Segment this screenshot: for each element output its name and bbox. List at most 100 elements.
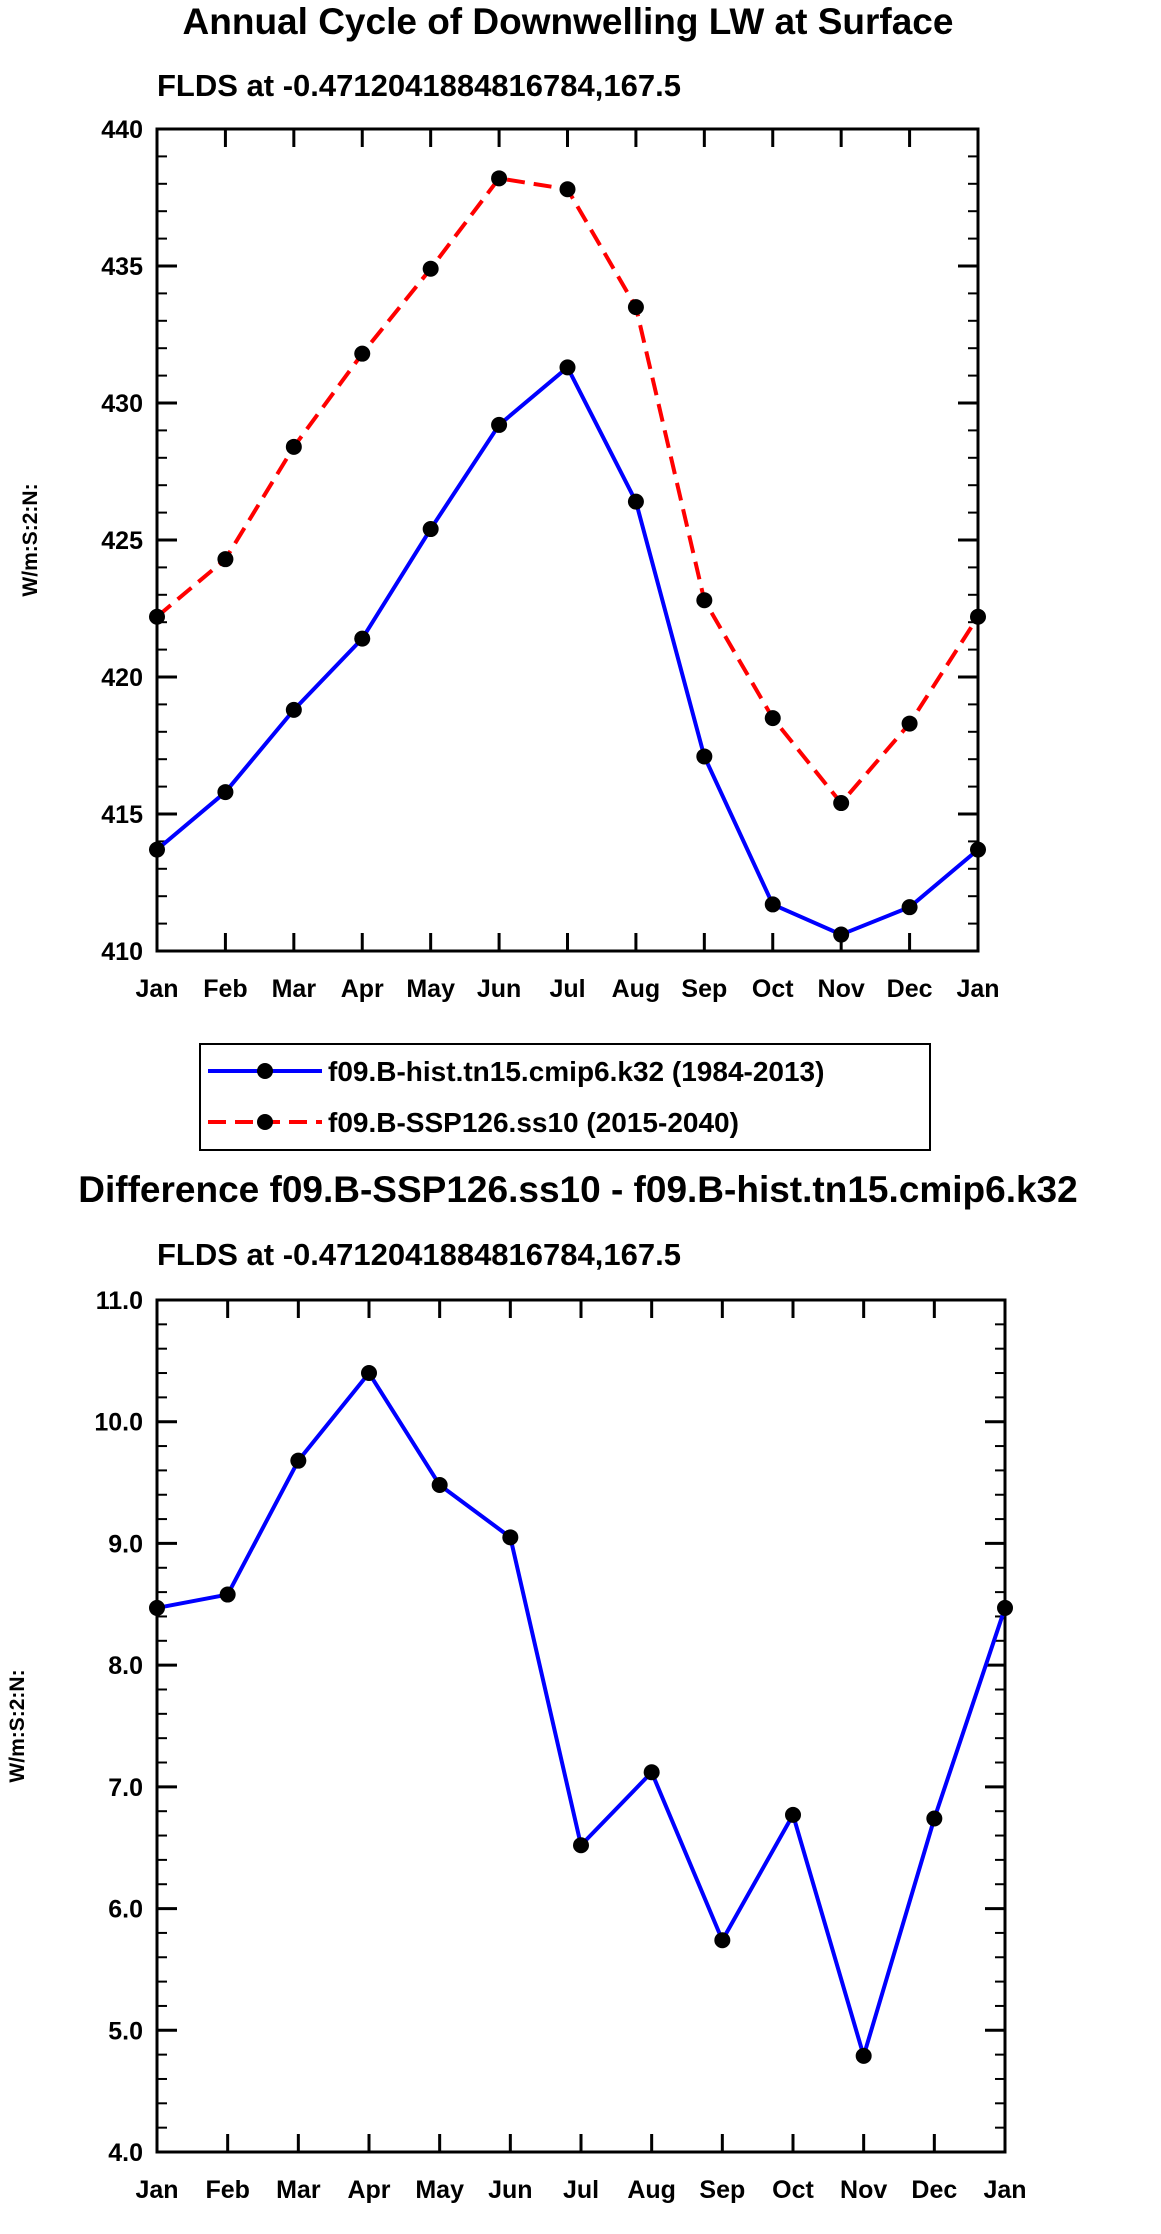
x-tick-label: Jan <box>135 975 178 1003</box>
y-tick-label: 5.0 <box>108 2017 143 2045</box>
x-tick-label: Nov <box>818 975 865 1003</box>
data-point <box>422 260 439 277</box>
data-point <box>290 1452 307 1469</box>
plot-frame <box>155 1298 1007 2154</box>
data-point <box>431 1477 448 1494</box>
data-point <box>491 170 508 187</box>
x-tick-label: Nov <box>840 2176 887 2204</box>
x-tick-label: Dec <box>911 2176 957 2204</box>
data-point <box>627 493 644 510</box>
chart-subtitle: FLDS at -0.4712041884816784,167.5 <box>157 1237 681 1272</box>
chart-title: Annual Cycle of Downwelling LW at Surfac… <box>183 1 954 42</box>
y-tick-label: 8.0 <box>108 1652 143 1680</box>
legend-marker <box>257 1063 273 1079</box>
data-point <box>502 1529 519 1546</box>
data-point <box>149 1599 165 1616</box>
data-point <box>643 1764 660 1781</box>
data-point <box>559 181 576 198</box>
y-tick-label: 415 <box>101 801 143 829</box>
data-point <box>354 630 371 647</box>
data-point <box>422 521 439 538</box>
chart-subtitle: FLDS at -0.4712041884816784,167.5 <box>157 68 681 103</box>
data-point <box>696 592 713 609</box>
x-tick-label: Jan <box>983 2176 1026 2204</box>
x-tick-label: Mar <box>272 975 317 1003</box>
x-tick-label: Oct <box>772 2176 814 2204</box>
legend-label-2: f09.B-SSP126.ss10 (2015-2040) <box>328 1107 739 1138</box>
x-tick-label: Sep <box>699 2176 745 2204</box>
x-tick-label: Feb <box>205 2176 249 2204</box>
x-tick-label: Jan <box>956 975 999 1003</box>
y-axis-label: W/m:S:2:N: <box>6 1669 29 1782</box>
legend: f09.B-hist.tn15.cmip6.k32 (1984-2013) f09… <box>199 1043 931 1151</box>
data-point <box>627 299 644 316</box>
y-tick-label: 10.0 <box>94 1409 143 1437</box>
data-point <box>696 748 713 765</box>
y-tick-label: 420 <box>101 664 143 692</box>
y-tick-label: 410 <box>101 938 143 966</box>
data-point <box>926 1810 943 1827</box>
data-point <box>149 841 165 858</box>
data-point <box>354 345 371 362</box>
data-point <box>855 2047 872 2064</box>
y-tick-label: 435 <box>101 253 143 281</box>
x-tick-label: Apr <box>341 975 384 1003</box>
chart-panel-1: Annual Cycle of Downwelling LW at Surfac… <box>19 1 1000 1151</box>
y-tick-label: 440 <box>101 116 143 144</box>
x-tick-label: Jan <box>135 2176 178 2204</box>
x-tick-label: Dec <box>887 975 933 1003</box>
y-tick-label: 425 <box>101 527 143 555</box>
data-point <box>573 1837 589 1854</box>
y-axis-label: W/m:S:2:N: <box>19 483 42 596</box>
y-tick-label: 6.0 <box>108 1896 143 1924</box>
x-tick-label: Jul <box>549 975 585 1003</box>
y-tick-label: 430 <box>101 390 143 418</box>
x-tick-label: May <box>415 2176 464 2204</box>
data-point <box>217 784 234 801</box>
legend-label-1: f09.B-hist.tn15.cmip6.k32 (1984-2013) <box>328 1056 824 1087</box>
data-point <box>285 701 302 718</box>
series-line-1 <box>155 365 980 937</box>
data-point <box>764 896 781 913</box>
data-point <box>149 608 165 625</box>
series-line-2 <box>155 176 980 806</box>
data-point <box>559 359 576 376</box>
plot-frame <box>155 127 980 953</box>
data-point <box>785 1806 801 1823</box>
data-point <box>901 715 918 732</box>
x-tick-label: Jul <box>563 2176 599 2204</box>
x-tick-label: Aug <box>627 2176 676 2204</box>
x-tick-label: Aug <box>612 975 661 1003</box>
data-point <box>833 795 850 812</box>
y-tick-label: 9.0 <box>108 1530 143 1558</box>
legend-marker <box>257 1114 273 1130</box>
data-point <box>491 416 508 433</box>
data-point <box>997 1599 1013 1616</box>
y-tick-label: 11.0 <box>96 1287 143 1315</box>
x-tick-label: Oct <box>752 975 794 1003</box>
x-tick-label: Apr <box>347 2176 390 2204</box>
x-tick-label: Jun <box>488 2176 532 2204</box>
data-point <box>764 710 781 727</box>
data-point <box>285 438 302 455</box>
data-point <box>714 1932 731 1949</box>
x-tick-label: May <box>406 975 455 1003</box>
data-point <box>833 926 850 943</box>
x-tick-label: Sep <box>681 975 727 1003</box>
y-tick-label: 7.0 <box>108 1774 143 1802</box>
x-tick-label: Jun <box>477 975 521 1003</box>
legend-box <box>199 1043 931 1151</box>
data-point <box>901 899 918 916</box>
data-point <box>970 608 986 625</box>
data-point <box>361 1365 377 1382</box>
x-tick-label: Feb <box>203 975 247 1003</box>
x-tick-label: Mar <box>276 2176 321 2204</box>
chart-title: Difference f09.B-SSP126.ss10 - f09.B-his… <box>78 1169 1077 1210</box>
data-point <box>970 841 986 858</box>
chart-panel-2: Difference f09.B-SSP126.ss10 - f09.B-his… <box>6 1169 1078 2204</box>
y-tick-label: 4.0 <box>108 2139 143 2167</box>
data-point <box>219 1586 236 1603</box>
data-point <box>217 551 234 568</box>
